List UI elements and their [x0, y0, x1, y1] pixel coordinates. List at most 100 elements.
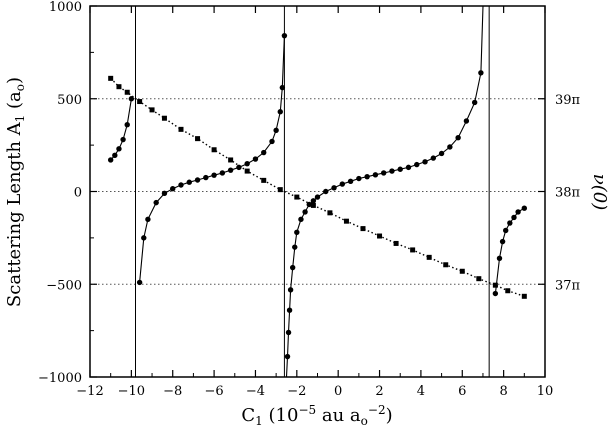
y2-tick-label: 38π: [555, 186, 581, 201]
x-axis-title-main: C: [241, 405, 255, 426]
square-point-12: [277, 187, 283, 193]
circle-point-2-23: [405, 164, 412, 171]
square-point-16: [343, 218, 349, 224]
x-tick-label: −4: [246, 384, 265, 399]
circle-series-line-1: [139, 35, 285, 283]
y2-tick-label: 39π: [555, 93, 581, 108]
square-point-21: [426, 254, 432, 260]
circle-point-1-4: [161, 190, 168, 197]
x-tick-label: 0: [334, 384, 342, 399]
circle-point-1-9: [203, 174, 209, 181]
y-axis-title-main: Scattering Length A: [4, 121, 25, 307]
circle-point-3-6: [515, 209, 521, 215]
square-point-5: [161, 115, 167, 121]
circle-point-1-5: [170, 186, 176, 192]
circle-point-2-28: [447, 144, 453, 150]
x-tick-label: −2: [287, 384, 306, 399]
x-tick-label: −12: [76, 384, 103, 399]
circle-point-2-18: [364, 173, 370, 180]
circle-point-2-31: [471, 99, 478, 106]
y-tick-label: 1000: [49, 0, 82, 15]
circle-point-2-30: [463, 118, 470, 124]
x-tick-label: 10: [537, 384, 554, 399]
circle-point-2-17: [356, 175, 362, 182]
x-axis-title-sub2: o: [361, 414, 368, 428]
square-point-26: [505, 288, 511, 294]
square-point-4: [149, 107, 155, 113]
y-axis-title-sub: 1: [13, 115, 27, 123]
circle-point-1-16: [261, 149, 267, 156]
circle-point-2-21: [389, 168, 395, 174]
circle-point-1-8: [194, 177, 201, 183]
y-tick-label: 0: [74, 186, 82, 201]
circle-series-line-2: [285, 5, 484, 378]
series-markers: [107, 32, 528, 360]
square-point-13: [294, 194, 300, 200]
x-axis-title-rest: (10: [263, 405, 299, 426]
circle-point-0-0: [107, 157, 114, 163]
square-point-2: [124, 89, 130, 95]
circle-point-0-3: [120, 136, 126, 143]
circle-point-0-5: [128, 96, 135, 102]
circle-point-2-25: [422, 159, 428, 165]
circle-point-1-17: [269, 138, 275, 145]
x-axis-title-sup2: −2: [368, 403, 386, 417]
circle-point-2-4: [287, 287, 294, 293]
square-point-19: [393, 240, 399, 246]
circle-point-1-6: [178, 182, 184, 188]
square-point-8: [211, 147, 217, 153]
circle-point-1-20: [279, 84, 286, 91]
circle-point-2-2: [285, 329, 292, 336]
circle-point-1-3: [153, 199, 159, 206]
circle-point-2-32: [478, 70, 484, 76]
circle-point-1-19: [277, 109, 283, 115]
circle-point-1-7: [186, 179, 192, 185]
x-axis-title-sub: 1: [255, 414, 263, 428]
circle-point-2-27: [438, 150, 445, 157]
circle-point-2-16: [347, 178, 354, 184]
x-axis-title: C1 (10−5 au ao−2): [241, 403, 392, 428]
circle-point-2-26: [430, 155, 437, 161]
y2-tick-label: 37π: [555, 278, 581, 293]
x-tick-label: 2: [375, 384, 383, 399]
circle-point-2-9: [302, 209, 308, 215]
circle-point-3-1: [496, 255, 503, 261]
square-point-27: [521, 293, 527, 299]
circle-point-2-12: [314, 194, 321, 200]
circle-point-3-0: [492, 290, 499, 297]
circle-point-1-2: [145, 216, 151, 223]
square-point-11: [261, 177, 267, 183]
square-point-15: [327, 210, 333, 216]
y-tick-label: 500: [57, 93, 82, 108]
x-axis-title-mid: au a: [316, 405, 361, 426]
circle-point-2-22: [397, 166, 403, 172]
x-axis-title-sup1: −5: [298, 403, 316, 417]
square-point-9: [228, 157, 234, 163]
circle-point-2-5: [289, 264, 296, 271]
circle-point-1-12: [227, 167, 234, 173]
x-tick-label: 8: [499, 384, 507, 399]
square-point-14: [310, 202, 316, 208]
square-point-3: [137, 99, 143, 105]
circle-point-3-7: [521, 205, 528, 211]
circle-point-2-20: [380, 170, 387, 176]
circle-point-1-21: [281, 32, 288, 39]
y-axis-title-sub2: o: [13, 84, 27, 91]
circle-point-2-6: [292, 244, 298, 250]
circle-point-2-13: [323, 188, 329, 195]
x-tick-label: −10: [118, 384, 145, 399]
pole-lines: [135, 6, 490, 377]
square-point-0: [108, 75, 114, 81]
square-point-10: [244, 168, 250, 174]
circle-point-1-15: [252, 156, 259, 162]
circle-point-2-10: [306, 201, 312, 208]
x-tick-label: −8: [163, 384, 182, 399]
circle-point-1-18: [273, 127, 279, 133]
circle-point-2-29: [455, 135, 461, 141]
circle-series-line-0: [110, 98, 132, 161]
x-axis-title-end: ): [386, 405, 393, 426]
axis-ticks: [89, 5, 546, 378]
circle-point-2-8: [298, 216, 304, 223]
y-axis-title-close: ): [4, 77, 25, 84]
circle-point-1-10: [211, 172, 217, 178]
